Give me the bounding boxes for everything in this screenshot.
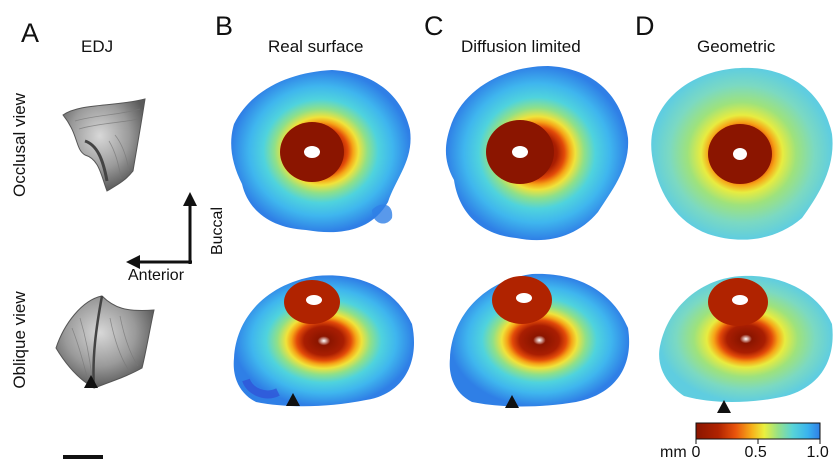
panel-title-d: Geometric xyxy=(697,37,776,56)
panel-letter-d: D xyxy=(635,11,655,41)
diffusion-limited-pointer-arrowhead xyxy=(505,395,519,408)
real-surface-pointer-arrowhead xyxy=(286,393,300,406)
geometric-oblique-heatmap xyxy=(659,275,833,402)
diffusion-limited-occlusal-heatmap xyxy=(445,66,629,241)
real-surface-occlusal-heatmap xyxy=(231,70,411,233)
colorbar-unit-label: mm xyxy=(660,444,687,461)
geometric-occlusal-heatmap xyxy=(651,67,833,240)
panel-letter-b: B xyxy=(215,11,234,41)
panel-title-b: Real surface xyxy=(268,37,364,56)
scale-bar xyxy=(63,455,103,459)
row-label-occlusal: Occlusal view xyxy=(10,93,29,197)
panel-letter-c: C xyxy=(424,11,444,41)
orientation-arrows xyxy=(126,192,197,269)
edj-pointer-arrowhead xyxy=(84,375,98,388)
edj-oblique-render xyxy=(55,295,155,389)
diffusion-limited-oblique-heatmap xyxy=(449,273,630,407)
colorbar-gradient xyxy=(695,422,821,440)
colorbar-tick-label: 0.5 xyxy=(744,444,767,461)
panel-title-a: EDJ xyxy=(81,37,114,56)
edj-occlusal-render xyxy=(62,98,146,192)
colorbar xyxy=(695,422,821,444)
row-label-oblique: Oblique view xyxy=(10,291,29,389)
real-surface-oblique-heatmap xyxy=(233,275,415,407)
panel-letter-a: A xyxy=(21,18,40,48)
panel-title-c: Diffusion limited xyxy=(461,37,581,56)
colorbar-tick-label: 1.0 xyxy=(806,444,829,461)
geometric-pointer-arrowhead xyxy=(717,400,731,413)
colorbar-tick-label: 0 xyxy=(691,444,701,461)
orientation-anterior-label: Anterior xyxy=(128,267,185,284)
